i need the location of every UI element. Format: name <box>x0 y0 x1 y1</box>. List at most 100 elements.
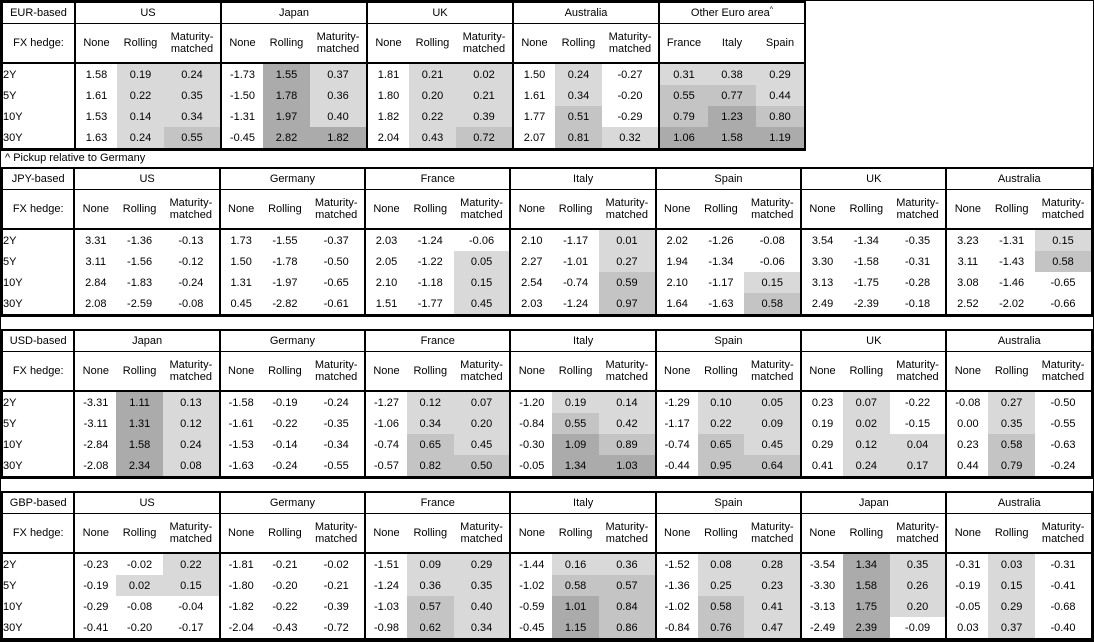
jpy-based-table: JPY-based US Germany France Italy Spain UK Aust… <box>1 167 1093 317</box>
value-cell: 3.13 <box>800 272 843 293</box>
value-cell: -0.29 <box>617 110 643 123</box>
hedge-column-header: Rolling <box>406 513 454 554</box>
hedge-column-header: Rolling <box>842 189 890 230</box>
value-cell: -1.58 <box>218 391 262 413</box>
value-cell: -0.24 <box>1050 459 1076 472</box>
table-row: 2Y 1.58 0.19 0.24 -1.73 1.55 0.37 1.81 0.21 0.02 1… <box>2 63 805 85</box>
hedge-column-header: None <box>945 513 989 554</box>
value-cell: 0.15 <box>453 272 511 293</box>
value-cell: 0.36 <box>310 85 367 106</box>
value-cell: 2.10 <box>364 272 407 293</box>
value-cell: 0.79 <box>658 106 708 127</box>
hedge-column-header: Maturity-matched <box>308 351 366 392</box>
value-cell: -0.31 <box>945 553 989 575</box>
value-cell: -0.57 <box>364 455 407 478</box>
value-cell: 1.03 <box>599 455 656 478</box>
value-cell: 0.02 <box>116 575 163 596</box>
base-currency-label: GBP-based <box>2 492 75 514</box>
country-header-row: GBP-based US Germany France Italy Spain Japan A… <box>2 492 1092 514</box>
hedge-column-header: Maturity-matched <box>744 351 802 392</box>
hedge-column-header: Rolling <box>406 189 454 230</box>
country-header: Italy <box>509 330 656 352</box>
country-header: US <box>73 492 220 514</box>
value-cell: -0.22 <box>905 396 931 409</box>
value-cell: -0.19 <box>272 396 298 409</box>
value-cell: 0.08 <box>162 455 220 478</box>
hedge-column-header: Maturity-matched <box>453 513 511 554</box>
value-cell: -1.77 <box>417 297 443 310</box>
value-cell: 0.72 <box>456 127 513 150</box>
hedge-column-header: None <box>364 513 407 554</box>
value-cell: 0.20 <box>453 413 511 434</box>
value-cell: 1.77 <box>512 106 555 127</box>
value-cell: -0.39 <box>323 600 349 613</box>
value-cell: 0.22 <box>409 106 456 127</box>
value-cell: -0.31 <box>905 255 931 268</box>
hedge-column-header: None <box>800 513 843 554</box>
value-cell: 0.45 <box>744 434 802 455</box>
hedge-column-header: Maturity-matched <box>308 189 366 230</box>
value-cell: -1.31 <box>220 106 263 127</box>
value-cell: 0.35 <box>453 575 511 596</box>
value-cell: 0.02 <box>842 413 890 434</box>
value-cell: -3.13 <box>800 596 843 617</box>
country-header: Japan <box>73 330 220 352</box>
value-cell: 1.75 <box>842 596 890 617</box>
value-cell: 0.27 <box>988 391 1036 413</box>
value-cell: -0.20 <box>272 579 298 592</box>
country-header: Spain <box>654 168 802 190</box>
eur-based-table: EUR-based US Japan UK Australia Other Euro ar… <box>1 1 806 151</box>
value-cell: -1.83 <box>127 276 153 289</box>
value-cell: -0.15 <box>905 417 931 430</box>
value-cell: -0.37 <box>323 234 349 247</box>
value-cell: 0.23 <box>800 391 843 413</box>
fx-hedge-label: FX hedge: <box>2 23 75 64</box>
value-cell: 0.76 <box>697 617 745 640</box>
value-cell: -0.45 <box>220 127 263 150</box>
value-cell: -1.36 <box>127 234 153 247</box>
country-header: UK <box>800 330 947 352</box>
value-cell: -1.20 <box>509 391 553 413</box>
value-cell: -2.59 <box>127 297 153 310</box>
hedge-column-header: Rolling <box>552 513 599 554</box>
value-cell: 0.65 <box>406 434 454 455</box>
tenor-label: 30Y <box>3 621 23 634</box>
value-cell: -1.18 <box>417 276 443 289</box>
hedge-column-header: Maturity-matched <box>599 513 656 554</box>
value-cell: -0.14 <box>272 438 298 451</box>
value-cell: -0.74 <box>563 276 589 289</box>
value-cell: -3.31 <box>73 391 117 413</box>
hedge-column-header: Maturity-matched <box>162 351 220 392</box>
table-row: 30Y 2.08 -2.59 -0.08 0.45 -2.82 -0.61 1.51 -1.77… <box>2 293 1092 316</box>
value-cell: 0.22 <box>117 85 164 106</box>
hedge-column-header: Maturity-matched <box>889 189 947 230</box>
value-cell: 0.10 <box>697 391 745 413</box>
value-cell: -1.17 <box>708 276 734 289</box>
value-cell: 3.11 <box>945 251 989 272</box>
value-cell: 1.82 <box>310 127 367 150</box>
value-cell: -0.06 <box>759 255 785 268</box>
hedge-column-header: None <box>654 351 698 392</box>
country-header: US <box>74 2 221 24</box>
value-cell: 0.58 <box>552 575 599 596</box>
value-cell: 0.31 <box>658 63 708 85</box>
value-cell: 3.31 <box>73 229 117 251</box>
value-cell: 0.24 <box>842 455 890 478</box>
value-cell: 2.52 <box>945 293 989 316</box>
value-cell: 0.34 <box>453 617 511 640</box>
value-cell: 0.29 <box>800 434 843 455</box>
value-cell: -1.34 <box>708 255 734 268</box>
value-cell: 0.24 <box>117 127 164 150</box>
value-cell: 0.14 <box>599 391 656 413</box>
hedge-column-header: Maturity-matched <box>1035 351 1092 392</box>
hedge-column-header: Rolling <box>552 351 599 392</box>
value-cell: 0.50 <box>453 455 511 478</box>
hedge-column-header: None <box>218 513 262 554</box>
value-cell: 0.64 <box>744 455 802 478</box>
value-cell: 0.28 <box>744 553 802 575</box>
value-cell: -0.08 <box>759 234 785 247</box>
value-cell: -0.24 <box>272 459 298 472</box>
value-cell: -0.35 <box>905 234 931 247</box>
hedge-column-header: Rolling <box>263 23 310 64</box>
